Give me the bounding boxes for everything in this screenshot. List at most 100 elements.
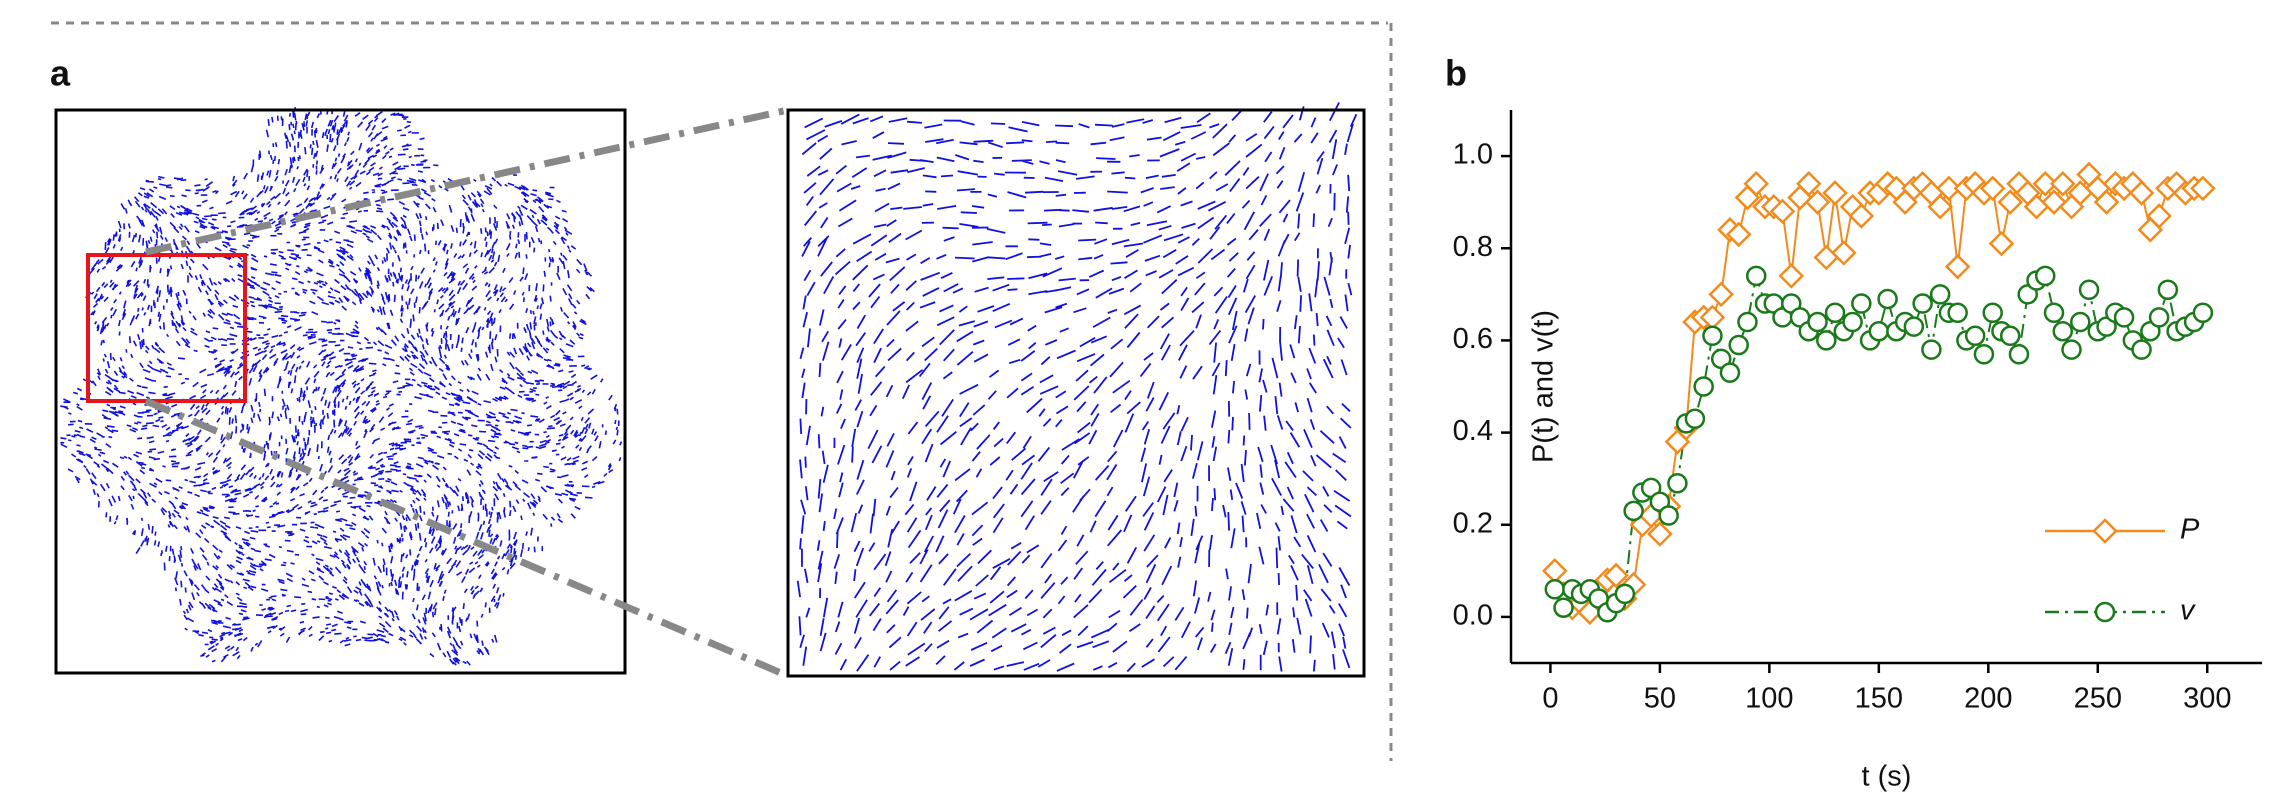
marker-diamond — [1997, 189, 2023, 215]
marker-circle — [2052, 320, 2074, 342]
y-tick-label: 0.8 — [1453, 231, 1493, 263]
legend-marker — [2092, 518, 2118, 544]
marker-circle — [2043, 302, 2065, 324]
marker-circle — [1719, 362, 1741, 383]
panel-label: b — [1445, 53, 1467, 94]
marker-circle — [1702, 325, 1723, 347]
marker-diamond — [2128, 180, 2155, 206]
marker-circle — [1658, 505, 1679, 526]
marker-circle — [2008, 343, 2030, 365]
marker-diamond — [1542, 558, 1568, 584]
legend-label: v — [2180, 595, 2196, 627]
marker-circle — [1912, 293, 1933, 314]
y-tick-label: 0.6 — [1453, 323, 1493, 355]
zoom-box — [86, 253, 247, 403]
marker-diamond — [1647, 521, 1673, 547]
x-tick-label: 300 — [2183, 683, 2231, 715]
marker-circle — [1737, 311, 1758, 333]
marker-diamond — [2049, 170, 2076, 197]
marker-diamond — [1769, 198, 1796, 225]
zoom-connector — [145, 106, 789, 256]
series-line — [1553, 274, 2204, 614]
marker-diamond — [2032, 170, 2059, 197]
marker-circle — [1614, 583, 1636, 605]
marker-diamond — [1743, 170, 1769, 197]
marker-diamond — [1708, 281, 1734, 308]
marker-diamond — [1796, 170, 1822, 197]
legend-label: P — [2180, 514, 2200, 546]
marker-diamond — [1988, 230, 2015, 257]
marker-circle — [1544, 579, 1566, 600]
marker-circle — [1623, 500, 1644, 522]
marker-diamond — [2041, 189, 2067, 215]
x-tick-label: 250 — [2074, 683, 2122, 715]
y-tick-label: 1.0 — [1453, 139, 1493, 171]
x-tick-label: 100 — [1745, 683, 1793, 715]
y-tick-label: 0.2 — [1453, 507, 1493, 539]
series-line — [1553, 172, 2203, 615]
x-axis-label: t (s) — [1862, 761, 1912, 793]
marker-circle — [1877, 288, 1898, 310]
marker-circle — [2131, 339, 2152, 360]
marker-diamond — [1979, 175, 2006, 202]
marker-diamond — [1927, 194, 1953, 220]
chart: 0.0 0.2 0.4 0.6 0.8 1.0 0 50 100 150 200 250 300 t (s… — [1453, 110, 2262, 793]
marker-diamond — [1725, 221, 1752, 248]
x-tick-label: 150 — [1855, 683, 1903, 715]
marker-circle — [1851, 293, 1872, 314]
marker-circle — [1868, 320, 1890, 342]
marker-diamond — [1944, 253, 1971, 280]
marker-circle — [1728, 334, 1749, 356]
marker-circle — [2078, 279, 2100, 300]
marker-diamond — [2093, 189, 2120, 215]
marker-diamond — [1822, 180, 1848, 206]
marker-circle — [2061, 339, 2082, 360]
marker-diamond — [1778, 263, 1805, 289]
marker-circle — [1973, 343, 1995, 365]
y-axis-label: P(t) and v(t) — [1528, 310, 1560, 463]
marker-circle — [1667, 473, 1688, 494]
marker-circle — [1929, 284, 1951, 305]
image-frame — [54, 108, 627, 675]
marker-circle — [1684, 408, 1706, 430]
marker-circle — [1903, 316, 1925, 337]
marker-diamond — [1848, 203, 1875, 229]
marker-circle — [2070, 311, 2091, 333]
marker-circle — [1816, 330, 1837, 351]
y-tick-label: 0.0 — [1453, 600, 1493, 632]
panel-label: a — [50, 53, 71, 94]
vector-field-zoom — [796, 102, 1358, 673]
marker-diamond — [1936, 175, 1962, 202]
marker-circle — [2113, 307, 2135, 328]
marker-circle — [1842, 311, 1863, 333]
marker-circle — [1982, 302, 2003, 324]
marker-diamond — [2146, 203, 2172, 229]
vector-arrows — [796, 102, 1358, 673]
marker-diamond — [1804, 189, 1831, 215]
vector-arrows — [60, 106, 623, 666]
x-tick-label: 50 — [1644, 683, 1676, 715]
marker-diamond — [1831, 240, 1857, 266]
x-tick-label: 200 — [1964, 683, 2012, 715]
vector-field-full — [60, 106, 623, 666]
marker-diamond — [1813, 244, 1840, 271]
marker-circle — [2157, 279, 2179, 300]
y-tick-label: 0.4 — [1453, 415, 1493, 447]
marker-circle — [1693, 376, 1714, 397]
marker-circle — [1824, 302, 1846, 324]
marker-circle — [2148, 307, 2170, 328]
marker-circle — [1999, 325, 2021, 347]
legend-marker — [2094, 601, 2116, 623]
image-frame — [786, 108, 1366, 678]
marker-circle — [2034, 265, 2056, 287]
marker-circle — [1947, 302, 1968, 324]
marker-circle — [1921, 339, 1942, 360]
zoom-connector — [144, 397, 790, 680]
marker-circle — [1807, 311, 1828, 333]
marker-circle — [2192, 302, 2214, 324]
x-tick-label: 0 — [1542, 683, 1558, 715]
marker-circle — [1745, 265, 1767, 287]
marker-diamond — [2190, 175, 2216, 202]
